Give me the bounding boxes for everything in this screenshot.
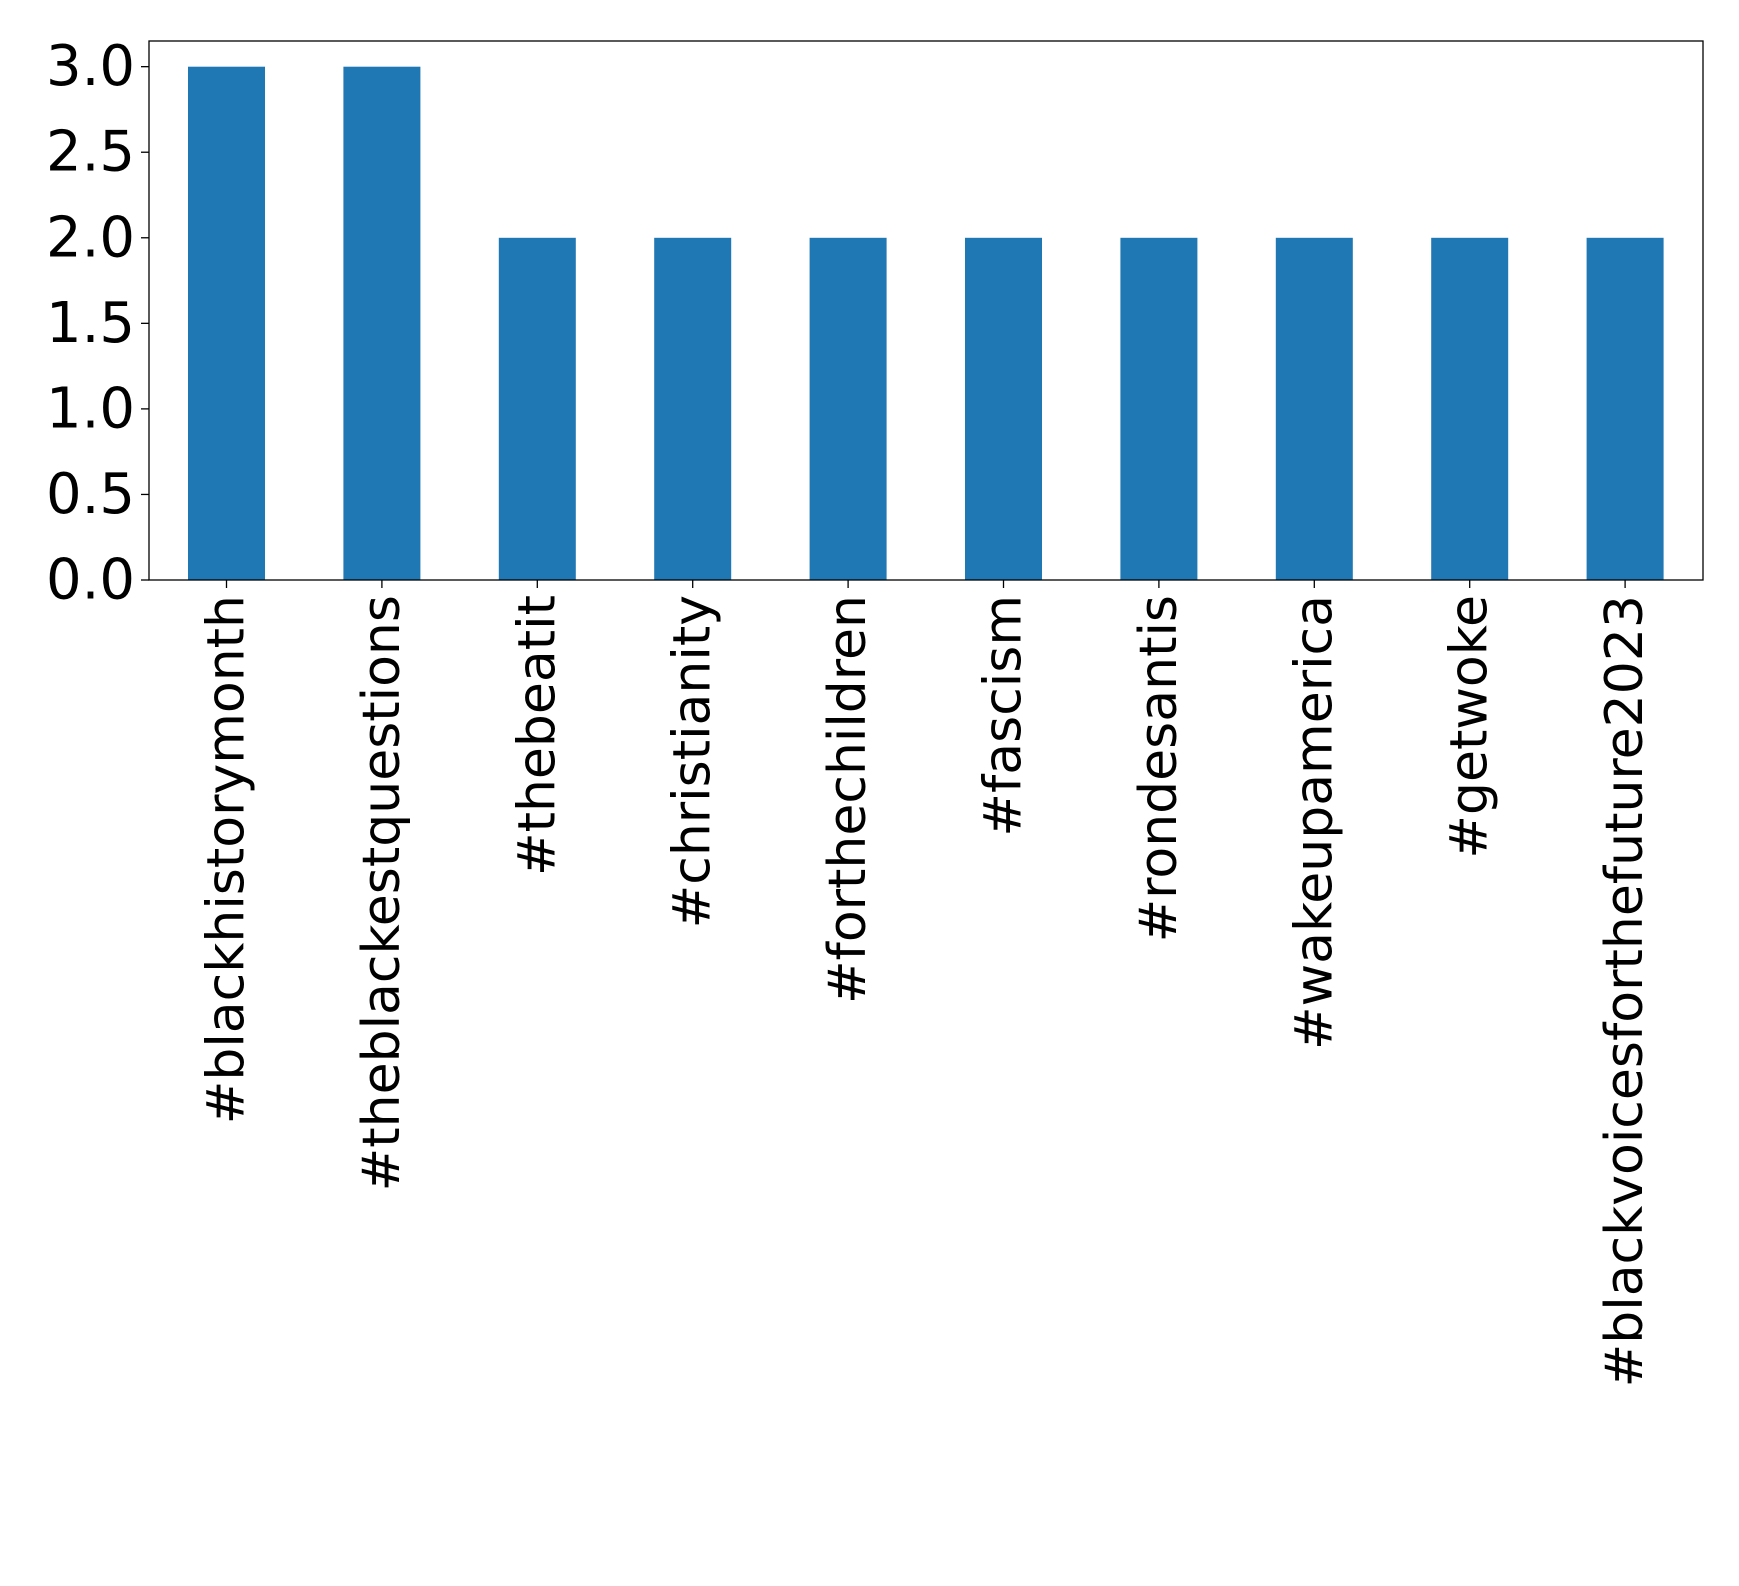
bar-9	[1586, 237, 1664, 581]
x-tick-label-6: #rondesantis	[1129, 595, 1189, 942]
x-tick-label-2: #thebeatit	[507, 595, 567, 876]
bar-0	[188, 66, 265, 580]
y-tick-label-1: 0.5	[46, 462, 135, 527]
x-axis: #blackhistorymonth #theblackestquestions #…	[197, 580, 1655, 1387]
plot-frame	[148, 40, 1704, 581]
bar-2	[498, 237, 576, 581]
y-tick-label-2: 1.0	[46, 376, 135, 441]
y-tick-label-5: 2.5	[46, 120, 135, 185]
x-tick-label-7: #wakeupamerica	[1284, 595, 1344, 1050]
x-tick-label-0: #blackhistorymonth	[197, 595, 257, 1124]
bar-5	[965, 237, 1042, 581]
y-tick-label-6: 3.0	[46, 34, 135, 99]
bar-6	[1120, 237, 1198, 581]
bars-group	[188, 66, 1664, 581]
y-axis: 0.0 0.5 1.0 1.5 2.0 2.5 3.0	[46, 34, 149, 613]
bar-8	[1431, 237, 1509, 581]
bar-4	[809, 237, 887, 581]
y-tick-label-3: 1.5	[46, 291, 135, 356]
x-tick-label-8: #getwoke	[1440, 595, 1500, 859]
x-tick-label-9: #blackvoicesforthefuture2023	[1595, 595, 1655, 1387]
bar-1	[343, 66, 421, 580]
x-tick-label-4: #forthechildren	[818, 595, 878, 1004]
x-tick-label-3: #christianity	[663, 595, 723, 928]
y-tick-label-0: 0.0	[46, 548, 135, 613]
x-tick-label-1: #theblackestquestions	[352, 595, 412, 1191]
bar-3	[654, 237, 732, 581]
bar-7	[1275, 237, 1353, 581]
x-tick-label-5: #fascism	[974, 595, 1034, 837]
y-tick-label-4: 2.0	[46, 205, 135, 270]
